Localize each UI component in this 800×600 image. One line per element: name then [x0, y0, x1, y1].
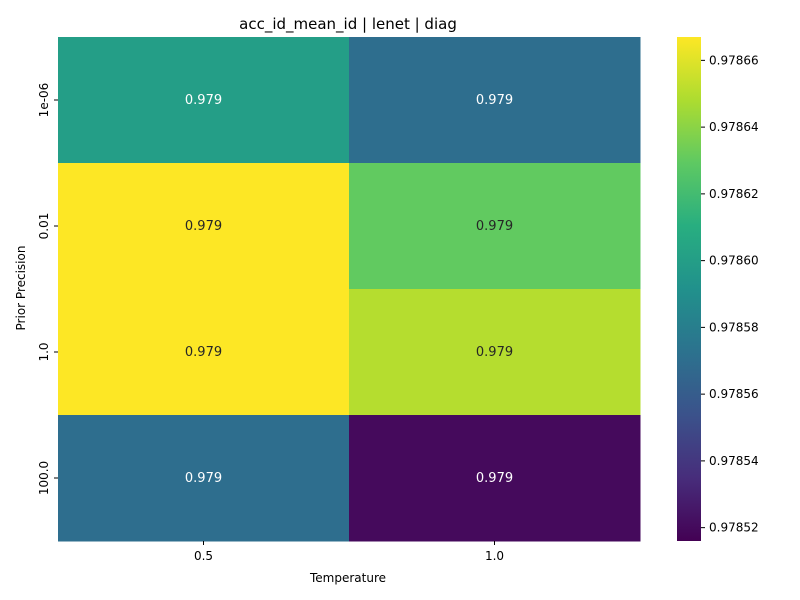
heatmap-cell — [58, 415, 350, 542]
colorbar-ticks: 0.97852 0.97854 0.97856 0.97858 0.97860 0.978… — [701, 53, 759, 535]
colorbar-tick-label: 0.97858 — [709, 320, 759, 334]
cell-value-label: 0.979 — [476, 471, 513, 486]
colorbar-tick-label: 0.97866 — [709, 53, 759, 67]
y-tick-label: 100.0 — [37, 461, 51, 495]
heatmap-cell — [58, 289, 350, 416]
colorbar-tick-label: 0.97860 — [709, 254, 759, 268]
cell-value-label: 0.979 — [185, 345, 222, 360]
cell-value-label: 0.979 — [476, 93, 513, 108]
cell-value-label: 0.979 — [476, 219, 513, 234]
x-tick-label: 0.5 — [194, 549, 213, 563]
colorbar-tick-label: 0.97852 — [709, 521, 759, 535]
y-tick-label: 0.01 — [37, 213, 51, 240]
heatmap-cell — [349, 163, 641, 290]
y-axis-label: Prior Precision — [14, 246, 28, 331]
cell-value-label: 0.979 — [476, 345, 513, 360]
y-axis: 1e-06 0.01 1.0 100.0 — [37, 83, 58, 495]
colorbar-tick-label: 0.97856 — [709, 387, 759, 401]
cell-value-label: 0.979 — [185, 471, 222, 486]
x-tick-label: 1.0 — [485, 549, 504, 563]
cell-value-label: 0.979 — [185, 219, 222, 234]
colorbar-tick-label: 0.97854 — [709, 454, 759, 468]
heatmap-cells: 0.979 0.979 0.979 0.979 0.979 0.979 0.979 0.979 — [58, 37, 641, 542]
colorbar — [677, 37, 701, 541]
cell-value-label: 0.979 — [185, 93, 222, 108]
y-tick-label: 1.0 — [37, 342, 51, 361]
colorbar-tick-label: 0.97864 — [709, 120, 759, 134]
x-axis: 0.5 1.0 — [194, 541, 504, 563]
heatmap-cell — [349, 289, 641, 416]
heatmap-cell — [58, 163, 350, 290]
heatmap-cell — [349, 37, 641, 164]
x-axis-label: Temperature — [309, 571, 386, 585]
heatmap-cell — [58, 37, 350, 164]
chart-title: acc_id_mean_id | lenet | diag — [239, 15, 457, 34]
heatmap-cell — [349, 415, 641, 542]
colorbar-tick-label: 0.97862 — [709, 187, 759, 201]
y-tick-label: 1e-06 — [37, 83, 51, 118]
